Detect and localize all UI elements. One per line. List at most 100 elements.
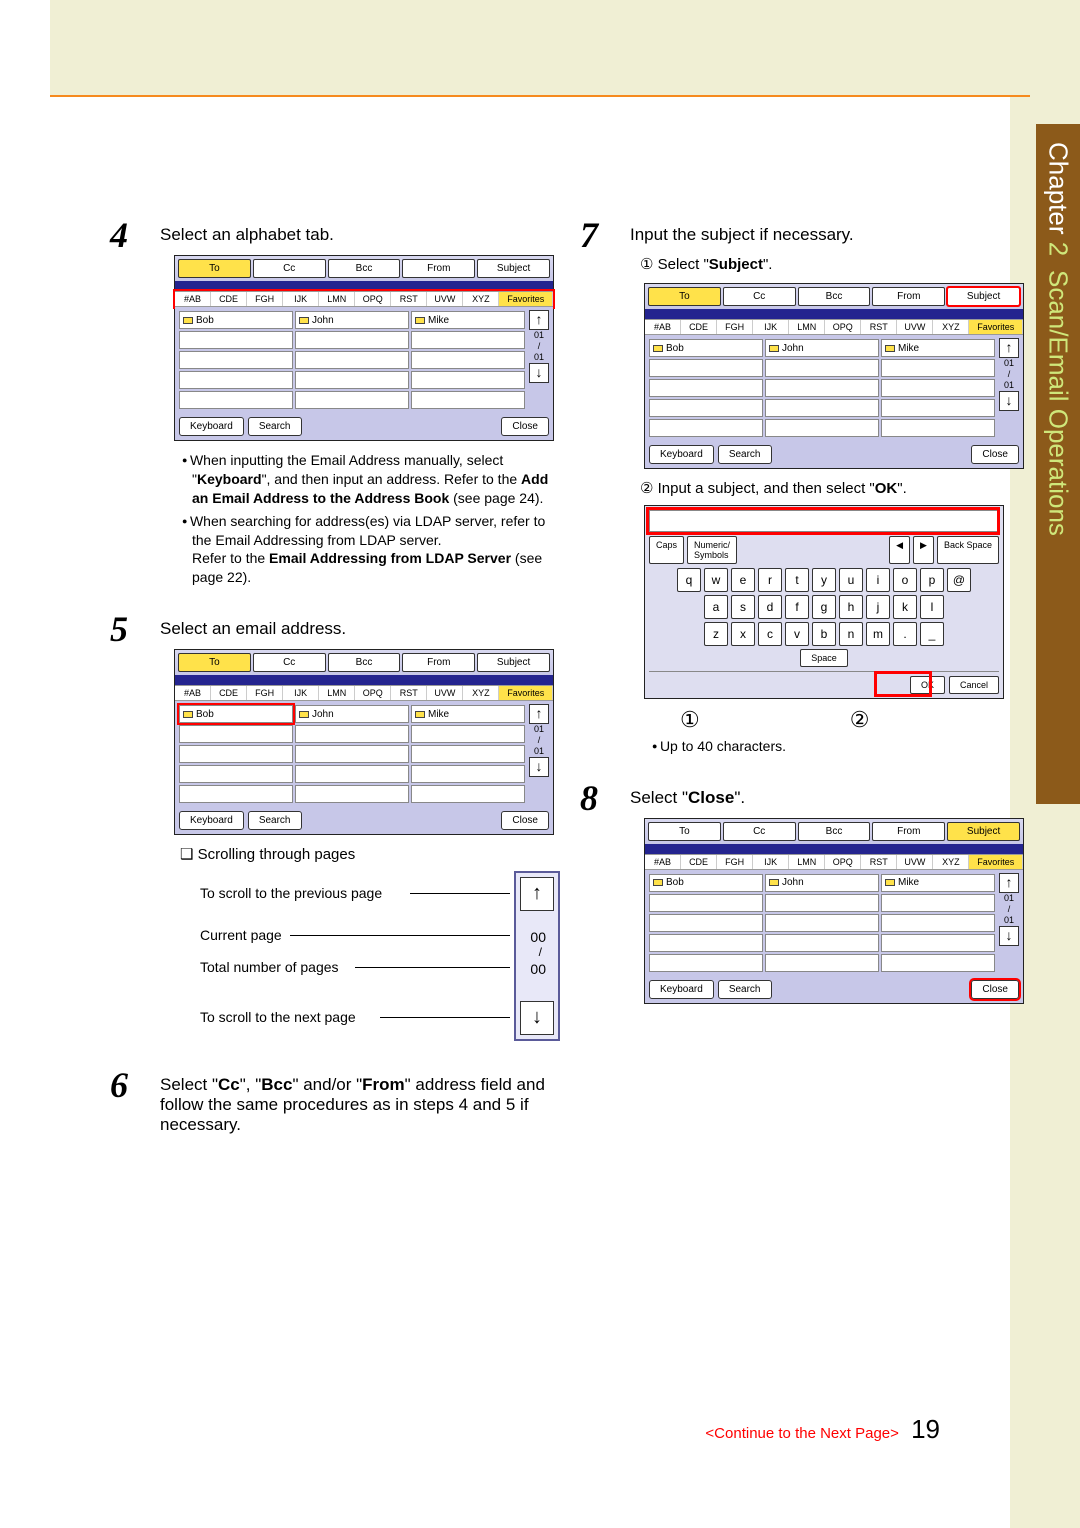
cancel-button[interactable]: Cancel xyxy=(949,676,999,694)
mail-icon xyxy=(299,317,309,324)
mail-icon xyxy=(183,317,193,324)
tab-to[interactable]: To xyxy=(648,822,721,841)
tab-to[interactable]: To xyxy=(178,259,251,278)
tab-cc[interactable]: Cc xyxy=(723,822,796,841)
step-5: 5 Select an email address. To Cc Bcc Fro… xyxy=(110,611,550,1057)
tab-subject[interactable]: Subject xyxy=(477,653,550,672)
tab-to[interactable]: To xyxy=(648,287,721,306)
chapter-label: Chapter 2 xyxy=(1043,142,1074,256)
address-bob[interactable]: Bob xyxy=(179,705,293,723)
space-button[interactable]: Space xyxy=(800,649,848,667)
bullet-2: When searching for address(es) via LDAP … xyxy=(182,512,554,588)
address-mike[interactable]: Mike xyxy=(411,311,525,329)
tab-from[interactable]: From xyxy=(402,259,475,278)
scroll-up-button[interactable]: ↑ xyxy=(529,704,549,724)
scroll-up-button[interactable]: ↑ xyxy=(999,338,1019,358)
step-6: 6 Select "Cc", "Bcc" and/or "From" addre… xyxy=(110,1067,550,1135)
close-button[interactable]: Close xyxy=(501,811,549,830)
alphabet-tabs[interactable]: #AB CDE FGH IJK LMN OPQ RST UVW XYZ Favo… xyxy=(645,854,1023,870)
close-button[interactable]: Close xyxy=(971,980,1019,999)
mail-icon xyxy=(885,879,895,886)
scroll-down-button[interactable]: ↓ xyxy=(529,363,549,383)
tab-bcc[interactable]: Bcc xyxy=(798,822,871,841)
numeric-button[interactable]: Numeric/Symbols xyxy=(687,536,737,564)
search-button[interactable]: Search xyxy=(718,980,772,999)
note-chars: Up to 40 characters. xyxy=(652,737,1024,756)
address-john[interactable]: John xyxy=(765,339,879,357)
mail-icon xyxy=(769,879,779,886)
tab-subject[interactable]: Subject xyxy=(947,287,1020,306)
top-background xyxy=(50,0,1080,95)
alphabet-tabs[interactable]: #AB CDE FGH IJK LMN OPQ RST UVW XYZ Favo… xyxy=(645,319,1023,335)
tab-subject[interactable]: Subject xyxy=(947,822,1020,841)
alphabet-tabs[interactable]: #AB CDE FGH IJK LMN OPQ RST UVW XYZ Favo… xyxy=(175,291,553,307)
address-mike[interactable]: Mike xyxy=(411,705,525,723)
address-mike[interactable]: Mike xyxy=(881,874,995,892)
highlight-input xyxy=(649,510,997,532)
address-mike[interactable]: Mike xyxy=(881,339,995,357)
address-bob[interactable]: Bob xyxy=(179,311,293,329)
step-4: 4 Select an alphabet tab. To Cc Bcc From… xyxy=(110,217,550,601)
tab-bcc[interactable]: Bcc xyxy=(798,287,871,306)
mail-icon xyxy=(415,317,425,324)
backspace-button[interactable]: Back Space xyxy=(937,536,999,564)
keyboard-button[interactable]: Keyboard xyxy=(179,417,244,436)
address-john[interactable]: John xyxy=(295,311,409,329)
search-button[interactable]: Search xyxy=(718,445,772,464)
chapter-title: Scan/Email Operations xyxy=(1043,270,1074,536)
tab-from[interactable]: From xyxy=(872,287,945,306)
step-7: 7 Input the subject if necessary. ① Sele… xyxy=(580,217,1020,770)
tab-bcc[interactable]: Bcc xyxy=(328,653,401,672)
arrow-right-button[interactable]: ▶ xyxy=(913,536,934,564)
close-button[interactable]: Close xyxy=(501,417,549,436)
substep-2: ② Input a subject, and then select "OK". xyxy=(640,479,1024,497)
address-panel-screenshot-1: To Cc Bcc From Subject #AB CDE FGH IJK xyxy=(174,255,554,441)
tab-bcc[interactable]: Bcc xyxy=(328,259,401,278)
tab-cc[interactable]: Cc xyxy=(253,653,326,672)
search-button[interactable]: Search xyxy=(248,811,302,830)
alphabet-tabs[interactable]: #AB CDE FGH IJK LMN OPQ RST UVW XYZ Favo… xyxy=(175,685,553,701)
scroll-up-icon: ↑ xyxy=(520,877,554,911)
tab-from[interactable]: From xyxy=(872,822,945,841)
close-button[interactable]: Close xyxy=(971,445,1019,464)
content-area: 4 Select an alphabet tab. To Cc Bcc From… xyxy=(50,95,1030,1475)
address-panel-screenshot-2: To Cc Bcc From Subject #AB CDE FGH IJK xyxy=(174,649,554,835)
step-text: Select an email address. xyxy=(160,611,560,639)
keyboard-screenshot: Caps Numeric/Symbols ◀ ▶ Back Space qwer… xyxy=(644,505,1004,699)
tab-to[interactable]: To xyxy=(178,653,251,672)
mail-icon xyxy=(653,345,663,352)
scroll-down-button[interactable]: ↓ xyxy=(999,926,1019,946)
tab-cc[interactable]: Cc xyxy=(723,287,796,306)
callout-numbers: ①② xyxy=(680,707,1024,733)
chapter-sidebar: Chapter 2 Scan/Email Operations xyxy=(1036,124,1080,804)
scroll-down-button[interactable]: ↓ xyxy=(999,391,1019,411)
keyboard-button[interactable]: Keyboard xyxy=(179,811,244,830)
continue-link[interactable]: <Continue to the Next Page> xyxy=(705,1425,898,1442)
scroll-down-button[interactable]: ↓ xyxy=(529,757,549,777)
scroll-up-button[interactable]: ↑ xyxy=(529,310,549,330)
scroll-up-button[interactable]: ↑ xyxy=(999,873,1019,893)
tab-from[interactable]: From xyxy=(402,653,475,672)
step-number: 5 xyxy=(110,611,160,1057)
mail-icon xyxy=(299,711,309,718)
tab-subject[interactable]: Subject xyxy=(477,259,550,278)
step-8: 8 Select "Close". To Cc Bcc From Subject xyxy=(580,780,1020,1014)
caps-button[interactable]: Caps xyxy=(649,536,684,564)
address-panel-screenshot-4: To Cc Bcc From Subject #AB CDE FGH IJK xyxy=(644,818,1024,1004)
keyboard-button[interactable]: Keyboard xyxy=(649,445,714,464)
keyboard-button[interactable]: Keyboard xyxy=(649,980,714,999)
address-bob[interactable]: Bob xyxy=(649,874,763,892)
step-number: 8 xyxy=(580,780,630,1014)
tab-cc[interactable]: Cc xyxy=(253,259,326,278)
mail-icon xyxy=(769,345,779,352)
address-panel-screenshot-3: To Cc Bcc From Subject #AB CDE FGH IJK xyxy=(644,283,1024,469)
arrow-left-button[interactable]: ◀ xyxy=(889,536,910,564)
scroll-down-icon: ↓ xyxy=(520,1001,554,1035)
address-bob[interactable]: Bob xyxy=(649,339,763,357)
scrolling-subheading: ❑ Scrolling through pages xyxy=(180,845,560,863)
step-number: 6 xyxy=(110,1067,160,1135)
address-john[interactable]: John xyxy=(765,874,879,892)
mail-icon xyxy=(415,711,425,718)
address-john[interactable]: John xyxy=(295,705,409,723)
search-button[interactable]: Search xyxy=(248,417,302,436)
